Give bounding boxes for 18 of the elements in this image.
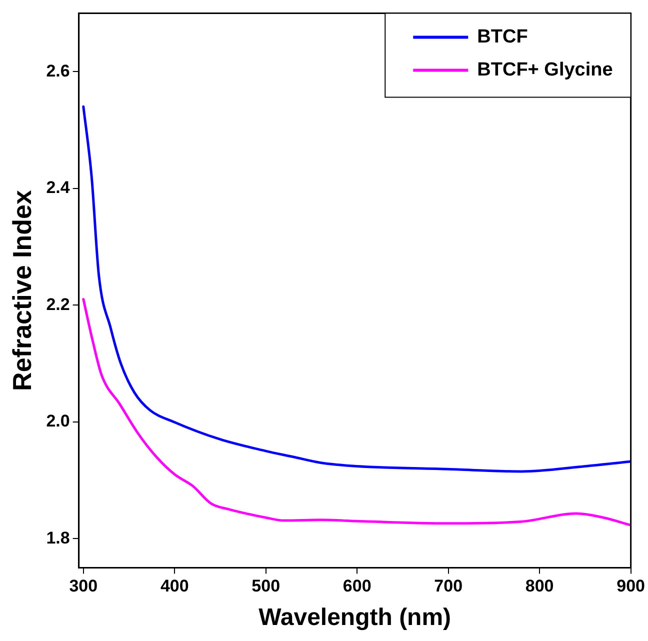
line-series bbox=[82, 105, 631, 473]
x-tick-label: 800 bbox=[525, 576, 554, 596]
y-tick-label: 1.8 bbox=[46, 528, 70, 548]
legend-label: BTCF bbox=[477, 26, 528, 48]
y-tick-label: 2.0 bbox=[46, 412, 70, 431]
x-tick-label: 300 bbox=[69, 576, 98, 596]
y-tick-label: 2.4 bbox=[46, 178, 70, 198]
x-axis-title: Wavelength (nm) bbox=[258, 604, 452, 632]
x-tick-label: 900 bbox=[616, 576, 646, 596]
x-tick-label: 400 bbox=[160, 576, 189, 596]
x-tick-label: 700 bbox=[434, 576, 463, 596]
line-series bbox=[82, 298, 631, 526]
legend-label: BTCF+ Glycine bbox=[477, 59, 613, 80]
x-tick-label: 600 bbox=[342, 576, 372, 596]
y-tick-label: 2.2 bbox=[46, 294, 70, 314]
y-axis-title: Refractive Index bbox=[6, 190, 37, 391]
y-tick-label: 2.6 bbox=[46, 61, 70, 80]
x-tick-label: 500 bbox=[252, 576, 280, 596]
